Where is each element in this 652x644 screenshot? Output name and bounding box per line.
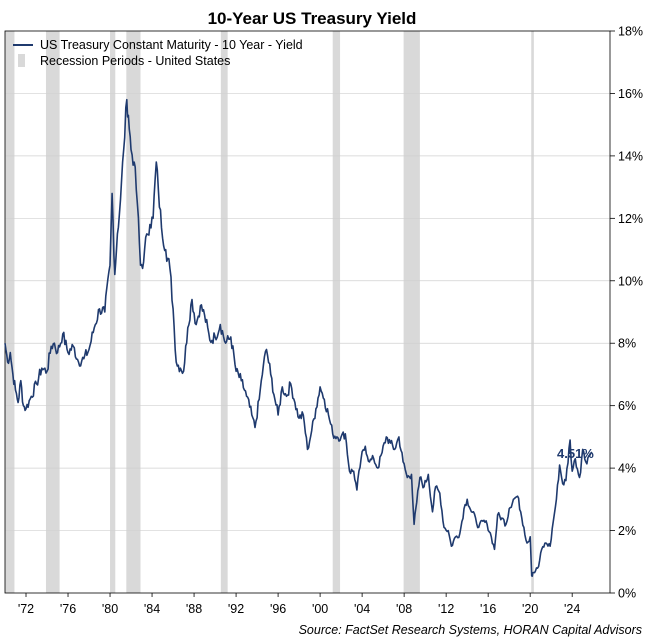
- y-tick-label: 4%: [618, 462, 636, 476]
- plot-frame: [4, 30, 611, 594]
- y-tick-label: 2%: [618, 524, 636, 538]
- recession-band: [531, 31, 534, 593]
- recession-band: [332, 31, 341, 593]
- y-axis-ticks: 0% 2% 4% 6% 8% 10% 12% 14% 16% 18%: [610, 25, 643, 601]
- x-tick-label: '08: [396, 602, 412, 616]
- x-tick-label: '76: [60, 602, 76, 616]
- x-tick-label: '84: [144, 602, 160, 616]
- legend-label-recession: Recession Periods - United States: [40, 54, 230, 68]
- y-tick-label: 6%: [618, 399, 636, 413]
- x-tick-label: '92: [228, 602, 244, 616]
- x-tick-label: '16: [480, 602, 496, 616]
- recession-band: [220, 31, 228, 593]
- recession-band: [403, 31, 420, 593]
- x-tick-label: '72: [18, 602, 34, 616]
- recession-layer: [5, 31, 534, 593]
- legend-label-yield: US Treasury Constant Maturity - 10 Year …: [40, 38, 303, 52]
- x-tick-label: '88: [186, 602, 202, 616]
- legend-bar-swatch: [18, 54, 25, 67]
- y-tick-label: 10%: [618, 274, 643, 288]
- x-tick-label: '12: [438, 602, 454, 616]
- x-tick-label: '20: [522, 602, 538, 616]
- x-tick-label: '00: [312, 602, 328, 616]
- recession-band: [110, 31, 116, 593]
- legend: US Treasury Constant Maturity - 10 Year …: [13, 38, 303, 68]
- x-tick-label: '04: [354, 602, 370, 616]
- y-tick-label: 8%: [618, 337, 636, 351]
- y-tick-label: 0%: [618, 587, 636, 601]
- series-line-10y-yield: [4, 98, 593, 577]
- y-tick-label: 12%: [618, 212, 643, 226]
- x-tick-label: '96: [270, 602, 286, 616]
- chart-title: 10-Year US Treasury Yield: [208, 9, 417, 28]
- source-note: Source: FactSet Research Systems, HORAN …: [299, 623, 642, 637]
- recession-band: [45, 31, 60, 593]
- recession-band: [126, 31, 141, 593]
- y-tick-label: 14%: [618, 149, 643, 163]
- x-tick-label: '24: [564, 602, 580, 616]
- last-value-label: 4.51%: [557, 446, 594, 461]
- recession-band: [5, 31, 15, 593]
- grid-layer: [5, 93, 610, 531]
- y-tick-label: 18%: [618, 25, 643, 39]
- y-tick-label: 16%: [618, 87, 643, 101]
- x-tick-label: '80: [102, 602, 118, 616]
- x-axis-ticks: '72 '76 '80 '84 '88 '92 '96 '00 '04 '08 '12 '16 '20 '…: [18, 593, 580, 616]
